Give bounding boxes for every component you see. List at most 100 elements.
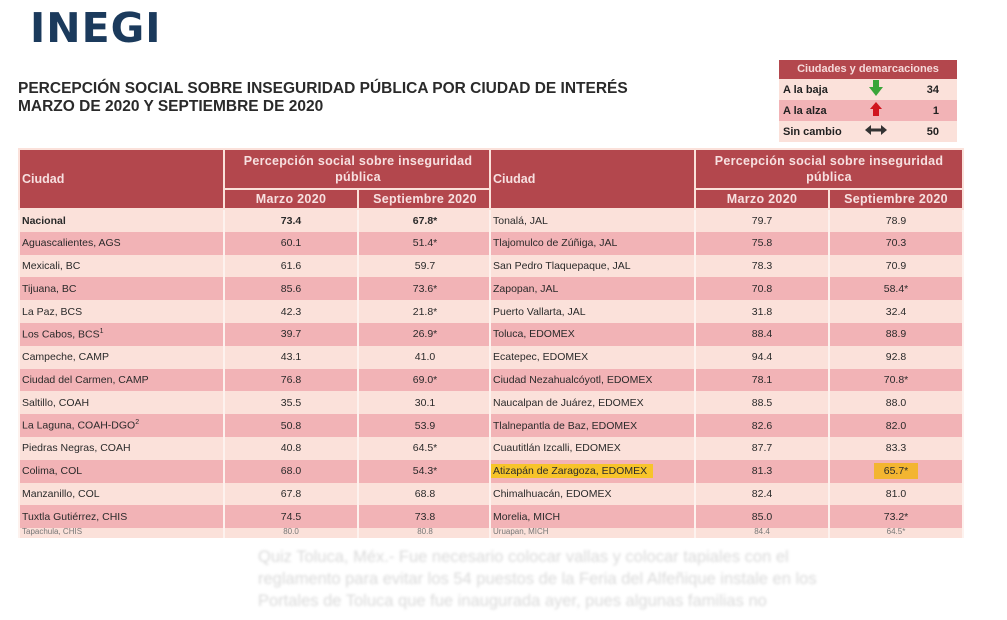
value-sept: 58.4* xyxy=(883,282,909,295)
cell-city: Atizapán de Zaragoza, EDOMEX xyxy=(489,459,696,483)
cell-march: 60.1 xyxy=(223,231,359,255)
city-name: Mexicali, BC xyxy=(22,259,81,272)
value-sept: 54.3* xyxy=(412,465,438,478)
value-sept: 59.7 xyxy=(414,259,436,272)
footnote-marker: 2 xyxy=(135,419,140,427)
value-march: 81.3 xyxy=(751,465,773,478)
cell-city: Cuautitlán Izcalli, EDOMEX xyxy=(489,436,696,460)
cell-city: Campeche, CAMP xyxy=(18,345,225,369)
table-row: Colima, COL 68.0 54.3* xyxy=(18,459,494,483)
title-line-2: MARZO DE 2020 Y SEPTIEMBRE DE 2020 xyxy=(18,98,324,115)
city-name: Morelia, MICH xyxy=(493,510,561,523)
cell-march: 42.3 xyxy=(223,300,359,323)
legend-row-up: A la alza 1 xyxy=(779,100,957,121)
cell-city: Toluca, EDOMEX xyxy=(489,322,696,346)
cell-sept: 32.4 xyxy=(827,300,965,323)
city-name: La Laguna, COAH-DGO xyxy=(22,419,136,432)
inegi-logo: INEGI xyxy=(30,4,162,52)
value-sept: 32.4 xyxy=(885,305,907,318)
cell-sept: 26.9* xyxy=(356,322,494,346)
cell-sept: 70.9 xyxy=(827,254,965,278)
cell-sept: 88.9 xyxy=(827,322,965,346)
table-row: Piedras Negras, COAH 40.8 64.5* xyxy=(18,436,494,460)
legend-title: Ciudades y demarcaciones xyxy=(779,60,957,79)
cell-march: 31.8 xyxy=(694,300,830,323)
value-march: 68.0 xyxy=(280,465,302,478)
city-name: Ciudad del Carmen, CAMP xyxy=(22,373,149,386)
table-right: Ciudad Percepción social sobre insegurid… xyxy=(489,148,965,539)
cell-march: 82.6 xyxy=(694,414,830,437)
cell-city: Piedras Negras, COAH xyxy=(18,436,225,460)
cell-march: 79.7 xyxy=(694,209,830,232)
value-sept: 70.3 xyxy=(885,237,907,250)
city-name: Tijuana, BC xyxy=(22,282,77,295)
value-sept: 26.9* xyxy=(412,328,438,341)
cell-sept: 64.5* xyxy=(827,528,965,539)
table-row: Saltillo, COAH 35.5 30.1 xyxy=(18,391,494,415)
table-row: La Paz, BCS 42.3 21.8* xyxy=(18,300,494,323)
value-sept: 69.0* xyxy=(412,373,438,386)
table-row: Tlajomulco de Zúñiga, JAL 75.8 70.3 xyxy=(489,231,965,255)
title-line-1: PERCEPCIÓN SOCIAL SOBRE INSEGURIDAD PÚBL… xyxy=(18,80,628,97)
cell-city: Naucalpan de Juárez, EDOMEX xyxy=(489,391,696,415)
legend-label: A la baja xyxy=(783,83,828,96)
table-row: La Laguna, COAH-DGO2 50.8 53.9 xyxy=(18,414,494,437)
value-march: 39.7 xyxy=(280,328,302,341)
value-sept: 70.9 xyxy=(885,259,907,272)
table-row: Tlalnepantla de Baz, EDOMEX 82.6 82.0 xyxy=(489,414,965,437)
city-name: Manzanillo, COL xyxy=(22,487,100,500)
cell-sept: 70.8* xyxy=(827,368,965,392)
cell-city: Tlalnepantla de Baz, EDOMEX xyxy=(489,414,696,437)
value-march: 31.8 xyxy=(751,305,773,318)
cell-sept: 83.3 xyxy=(827,436,965,460)
col-header-city: Ciudad xyxy=(18,148,225,210)
cell-march: 78.3 xyxy=(694,254,830,278)
value-march: 40.8 xyxy=(280,442,302,455)
cell-march: 43.1 xyxy=(223,345,359,369)
cell-march: 61.6 xyxy=(223,254,359,278)
value-sept: 64.5* xyxy=(412,442,438,455)
cell-sept: 51.4* xyxy=(356,231,494,255)
cell-city: Tuxtla Gutiérrez, CHIS xyxy=(18,505,225,529)
cell-sept: 21.8* xyxy=(356,300,494,323)
value-sept: 78.9 xyxy=(885,214,907,227)
value-march: 78.1 xyxy=(751,373,773,386)
cell-march: 85.0 xyxy=(694,505,830,529)
col-header-group: Percepción social sobre inseguridad públ… xyxy=(222,148,494,190)
value-march: 78.3 xyxy=(751,259,773,272)
table-row: Naucalpan de Juárez, EDOMEX 88.5 88.0 xyxy=(489,391,965,415)
cell-march: 94.4 xyxy=(694,345,830,369)
cell-city: Uruapan, MICH xyxy=(489,528,696,539)
value-sept: 53.9 xyxy=(414,419,436,432)
value-march: 82.4 xyxy=(751,487,773,500)
legend-box: Ciudades y demarcaciones A la baja 34 A … xyxy=(779,60,957,142)
value-march: 74.5 xyxy=(280,510,302,523)
cell-city: Colima, COL xyxy=(18,459,225,483)
value-sept: 73.2* xyxy=(883,510,909,523)
city-name: Tlajomulco de Zúñiga, JAL xyxy=(493,237,618,250)
city-name: Chimalhuacán, EDOMEX xyxy=(493,487,612,500)
cell-city: Puerto Vallarta, JAL xyxy=(489,300,696,323)
cell-sept: 41.0 xyxy=(356,345,494,369)
table-row: Ciudad del Carmen, CAMP 76.8 69.0* xyxy=(18,368,494,392)
value-march: 73.4 xyxy=(280,214,302,227)
cell-city: Los Cabos, BCS1 xyxy=(18,322,225,346)
value-march: 82.6 xyxy=(751,419,773,432)
cell-sept: 80.8 xyxy=(356,528,494,539)
value-march: 85.6 xyxy=(280,282,302,295)
value-sept: 41.0 xyxy=(414,351,436,364)
value-march: 42.3 xyxy=(280,305,302,318)
cell-march: 39.7 xyxy=(223,322,359,346)
cell-city: Morelia, MICH xyxy=(489,505,696,529)
cell-march: 68.0 xyxy=(223,459,359,483)
cell-march: 78.1 xyxy=(694,368,830,392)
table-row: Tonalá, JAL 79.7 78.9 xyxy=(489,209,965,232)
city-name: Zapopan, JAL xyxy=(493,282,559,295)
cell-march: 80.0 xyxy=(223,528,359,539)
cell-city: Mexicali, BC xyxy=(18,254,225,278)
video-overlay-fade xyxy=(0,540,1007,620)
cell-march: 75.8 xyxy=(694,231,830,255)
city-name: Puerto Vallarta, JAL xyxy=(493,305,586,318)
cell-city: Tlajomulco de Zúñiga, JAL xyxy=(489,231,696,255)
cell-march: 82.4 xyxy=(694,482,830,506)
